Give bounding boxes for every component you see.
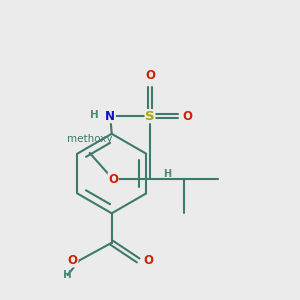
Text: O: O: [143, 254, 154, 267]
Text: O: O: [108, 173, 118, 186]
Text: O: O: [145, 69, 155, 82]
Text: O: O: [68, 254, 78, 267]
Text: H: H: [90, 110, 98, 120]
Text: O: O: [182, 110, 192, 123]
Text: S: S: [145, 110, 155, 123]
Text: N: N: [105, 110, 115, 123]
Text: methoxy: methoxy: [67, 134, 112, 144]
Text: H: H: [63, 270, 72, 280]
Text: H: H: [163, 169, 171, 178]
